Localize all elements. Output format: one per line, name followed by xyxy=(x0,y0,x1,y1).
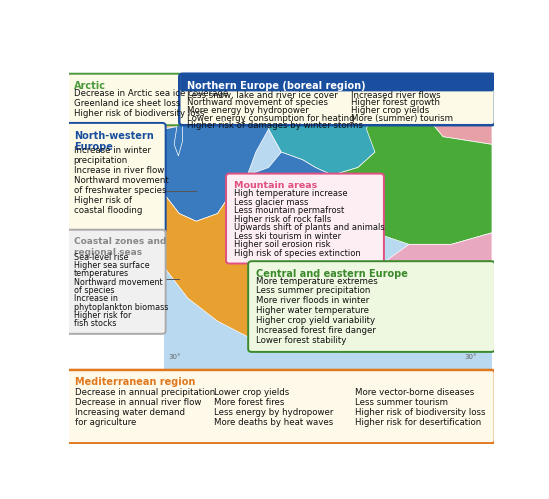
FancyBboxPatch shape xyxy=(248,261,495,352)
Text: Arctic: Arctic xyxy=(74,81,106,91)
Text: Less mountain permafrost: Less mountain permafrost xyxy=(234,206,344,215)
Text: Less summer tourism: Less summer tourism xyxy=(355,398,448,407)
Text: More deaths by heat waves: More deaths by heat waves xyxy=(215,418,334,427)
Text: coastal flooding: coastal flooding xyxy=(74,206,142,215)
Text: Increased forest fire danger: Increased forest fire danger xyxy=(256,326,376,335)
Text: for agriculture: for agriculture xyxy=(75,418,136,427)
Polygon shape xyxy=(256,198,307,229)
FancyBboxPatch shape xyxy=(180,74,494,91)
Text: Northward movement: Northward movement xyxy=(74,176,169,185)
Text: Decrease in annual precipitation: Decrease in annual precipitation xyxy=(75,388,215,397)
Polygon shape xyxy=(324,98,492,245)
Text: High risk of species extinction: High risk of species extinction xyxy=(234,249,361,258)
Text: Northern Europe (boreal region): Northern Europe (boreal region) xyxy=(187,81,366,91)
Polygon shape xyxy=(164,98,273,221)
Polygon shape xyxy=(247,152,333,206)
Text: Less summer precipitation: Less summer precipitation xyxy=(256,286,370,295)
Text: Higher risk for: Higher risk for xyxy=(74,311,131,320)
Polygon shape xyxy=(268,77,375,175)
Text: precipitation: precipitation xyxy=(74,156,128,165)
FancyBboxPatch shape xyxy=(226,174,384,263)
FancyBboxPatch shape xyxy=(66,370,495,443)
Polygon shape xyxy=(174,118,183,156)
Text: of species: of species xyxy=(74,286,114,295)
Text: Mediterranean region: Mediterranean region xyxy=(75,377,195,387)
Text: temperatures: temperatures xyxy=(74,269,129,278)
Text: Higher risk of damages by winter storms: Higher risk of damages by winter storms xyxy=(187,121,363,130)
Polygon shape xyxy=(285,214,311,267)
Text: Higher crop yields: Higher crop yields xyxy=(351,106,429,115)
Text: Greenland ice sheet loss: Greenland ice sheet loss xyxy=(74,99,180,108)
Text: Less energy by hydropower: Less energy by hydropower xyxy=(215,408,334,417)
Text: More temperature extremes: More temperature extremes xyxy=(256,276,378,285)
Text: Increase in: Increase in xyxy=(74,294,117,303)
Text: Decrease in Arctic sea ice coverage: Decrease in Arctic sea ice coverage xyxy=(74,89,228,98)
FancyBboxPatch shape xyxy=(179,74,495,125)
Text: More (summer) tourism: More (summer) tourism xyxy=(351,114,453,123)
Text: 30°: 30° xyxy=(169,353,181,359)
FancyBboxPatch shape xyxy=(66,123,166,233)
Text: Mountain areas: Mountain areas xyxy=(234,181,317,190)
Text: Increase in winter: Increase in winter xyxy=(74,146,151,155)
Text: fish stocks: fish stocks xyxy=(74,319,116,328)
Text: More river floods in winter: More river floods in winter xyxy=(256,296,369,305)
Text: Higher crop yield variability: Higher crop yield variability xyxy=(256,316,375,325)
Text: Coastal zones and
regional seas: Coastal zones and regional seas xyxy=(74,238,166,257)
Text: Northward movement of species: Northward movement of species xyxy=(187,98,328,107)
Polygon shape xyxy=(268,77,375,160)
Text: Less snow, lake and river ice cover: Less snow, lake and river ice cover xyxy=(187,91,338,100)
Text: Higher soil erosion risk: Higher soil erosion risk xyxy=(234,241,330,250)
Polygon shape xyxy=(247,77,417,137)
Text: Increase in river flow: Increase in river flow xyxy=(74,166,164,175)
Polygon shape xyxy=(164,175,375,336)
Text: More vector-borne diseases: More vector-borne diseases xyxy=(355,388,474,397)
Text: 30°: 30° xyxy=(169,120,181,126)
Text: More forest fires: More forest fires xyxy=(215,398,285,407)
Text: Central and eastern Europe: Central and eastern Europe xyxy=(256,269,408,279)
FancyBboxPatch shape xyxy=(66,74,183,125)
Text: High temperature increase: High temperature increase xyxy=(234,189,348,198)
Text: Upwards shift of plants and animals: Upwards shift of plants and animals xyxy=(234,223,384,232)
Text: Less glacier mass: Less glacier mass xyxy=(234,198,308,207)
Text: Higher risk of rock falls: Higher risk of rock falls xyxy=(234,215,331,224)
Text: Higher risk of biodiversity loss: Higher risk of biodiversity loss xyxy=(74,109,204,118)
Text: Higher forest growth: Higher forest growth xyxy=(351,98,440,107)
Text: 30°: 30° xyxy=(464,353,477,359)
FancyBboxPatch shape xyxy=(66,230,166,334)
Text: Lower forest stability: Lower forest stability xyxy=(256,336,346,345)
Text: Decrease in annual river flow: Decrease in annual river flow xyxy=(75,398,201,407)
Text: North-western
Europe: North-western Europe xyxy=(74,131,154,152)
FancyBboxPatch shape xyxy=(164,78,492,372)
Text: of freshwater species: of freshwater species xyxy=(74,186,166,195)
Text: Less ski tourism in winter: Less ski tourism in winter xyxy=(234,232,341,241)
Polygon shape xyxy=(320,214,350,259)
Text: Higher risk of: Higher risk of xyxy=(74,196,132,205)
Polygon shape xyxy=(375,77,492,144)
Text: Higher water temperature: Higher water temperature xyxy=(256,306,369,315)
Text: Higher sea surface: Higher sea surface xyxy=(74,261,149,270)
Polygon shape xyxy=(164,77,302,129)
Text: Lower energy consumption for heating: Lower energy consumption for heating xyxy=(187,114,355,123)
Text: Increased river flows: Increased river flows xyxy=(351,91,441,100)
Text: More energy by hydropower: More energy by hydropower xyxy=(187,106,309,115)
Text: Sea-level rise: Sea-level rise xyxy=(74,253,128,262)
Text: Northward movement: Northward movement xyxy=(74,278,163,287)
Text: Higher risk of biodiversity loss: Higher risk of biodiversity loss xyxy=(355,408,486,417)
Text: phytoplankton biomass: phytoplankton biomass xyxy=(74,303,168,312)
Polygon shape xyxy=(388,233,492,298)
Text: Higher risk for desertification: Higher risk for desertification xyxy=(355,418,481,427)
Text: Increasing water demand: Increasing water demand xyxy=(75,408,184,417)
Text: Lower crop yields: Lower crop yields xyxy=(215,388,290,397)
